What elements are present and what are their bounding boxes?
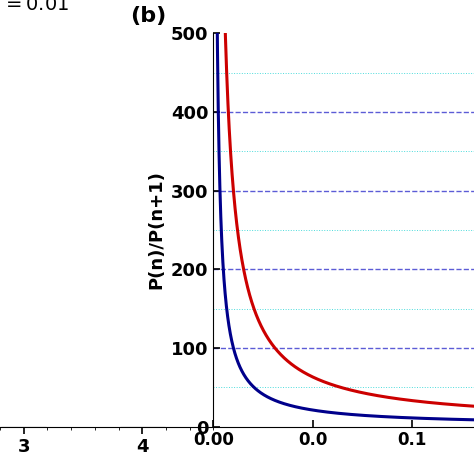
Y-axis label: P(n)/P(n+1): P(n)/P(n+1) [147,171,165,289]
Text: (b): (b) [130,6,166,26]
Text: $\langle n \rangle = 0.01$: $\langle n \rangle = 0.01$ [0,0,70,15]
